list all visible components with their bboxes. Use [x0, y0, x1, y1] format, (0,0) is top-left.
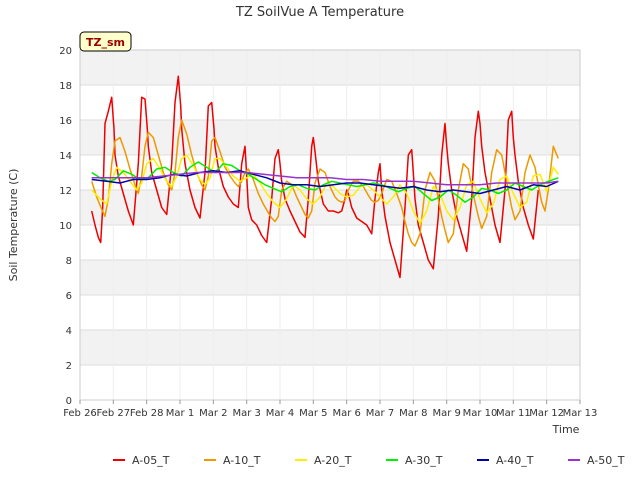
legend-label: A-05_T	[132, 454, 170, 467]
legend-label: A-30_T	[405, 454, 443, 467]
legend-item: A-10_T	[204, 454, 261, 467]
plot-band	[80, 295, 580, 330]
y-tick-label: 0	[66, 396, 72, 407]
plot-frame	[79, 49, 581, 401]
y-tick-label: 2	[66, 361, 72, 372]
legend: A-05_T A-10_T A-20_T A-30_T A-40_T A-50_T	[113, 454, 625, 467]
badge: TZ_sm	[79, 31, 132, 52]
series-group	[90, 75, 559, 279]
x-tick-label: Mar 6	[332, 408, 360, 419]
y-tick-label: 16	[59, 116, 72, 127]
x-tick-label: Mar 7	[366, 408, 394, 419]
legend-item: A-30_T	[386, 454, 443, 467]
legend-label: A-40_T	[496, 454, 534, 467]
badge-label: TZ_sm	[86, 36, 125, 49]
series-line-a-20-t	[91, 154, 559, 225]
plot-band	[80, 50, 580, 85]
x-tick-label: Mar 5	[299, 408, 327, 419]
series-line-a-05-t	[90, 75, 540, 279]
plot-band	[80, 225, 580, 260]
x-axis-label: Time	[552, 423, 580, 436]
legend-label: A-20_T	[314, 454, 352, 467]
x-tick-label: Mar 2	[199, 408, 227, 419]
y-tick-label: 10	[59, 221, 72, 232]
x-tick-label: Mar 13	[563, 408, 598, 419]
y-tick-label: 20	[59, 46, 72, 57]
legend-label: A-50_T	[587, 454, 625, 467]
series-line-a-30-t	[91, 161, 559, 203]
plot-band	[80, 190, 580, 225]
x-tick-label: Mar 4	[266, 408, 294, 419]
legend-item: A-05_T	[113, 454, 170, 467]
y-tick-label: 4	[66, 326, 72, 337]
legend-item: A-50_T	[568, 454, 625, 467]
x-tick-label: Mar 11	[496, 408, 531, 419]
series-line-a-10-t	[90, 119, 559, 247]
badge-box	[79, 31, 132, 52]
series-line-a-50-t	[91, 171, 559, 186]
y-tick-label: 18	[59, 81, 72, 92]
y-axis-label: Soil Temperature (C)	[7, 169, 20, 282]
y-tick-label: 6	[66, 291, 72, 302]
y-tick-label: 12	[59, 186, 72, 197]
x-tick-label: Mar 3	[232, 408, 260, 419]
x-tick-label: Mar 10	[463, 408, 498, 419]
x-tick-label: Mar 9	[432, 408, 460, 419]
y-tick-label: 14	[59, 151, 72, 162]
plot-band	[80, 330, 580, 365]
legend-item: A-40_T	[477, 454, 534, 467]
x-tick-label: Feb 28	[130, 408, 164, 419]
x-tick-label: Mar 8	[399, 408, 427, 419]
chart-title: TZ SoilVue A Temperature	[235, 5, 404, 20]
plot-band	[80, 260, 580, 295]
legend-label: A-10_T	[223, 454, 261, 467]
x-tick-label: Feb 27	[97, 408, 131, 419]
plot-band	[80, 365, 580, 400]
legend-item: A-20_T	[295, 454, 352, 467]
x-tick-label: Feb 26	[63, 408, 97, 419]
y-tick-label: 8	[66, 256, 72, 267]
plot-band	[80, 120, 580, 155]
x-tick-label: Mar 1	[166, 408, 194, 419]
x-tick-label: Mar 12	[529, 408, 564, 419]
plot-band	[80, 85, 580, 120]
